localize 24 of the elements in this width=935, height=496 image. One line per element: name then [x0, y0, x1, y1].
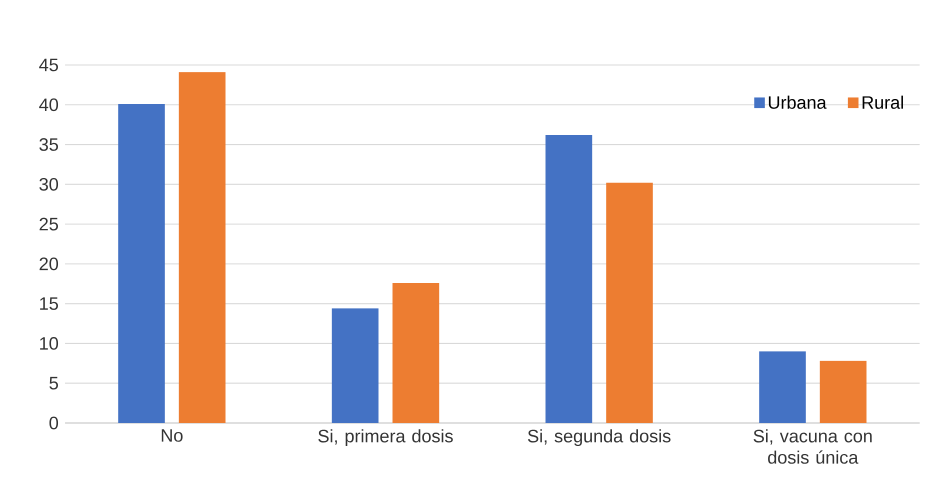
x-tick-label: Si, primera dosis [318, 429, 453, 446]
legend-label: Urbana [768, 96, 827, 109]
bar [606, 182, 653, 423]
y-tick-label: 35 [39, 138, 58, 151]
y-tick-label: 10 [40, 337, 58, 350]
bar [178, 72, 226, 423]
bar [118, 104, 165, 423]
y-tick-label: 30 [39, 178, 58, 191]
y-tick-label: 20 [40, 258, 58, 270]
y-tick-label: 15 [40, 297, 58, 310]
x-tick-label: No [162, 429, 183, 442]
bar [759, 351, 806, 423]
x-tick-label: Si, vacuna con dosis única [754, 429, 872, 464]
y-tick-label: 45 [39, 58, 58, 72]
legend-label: Rural [862, 96, 903, 109]
y-tick-label: 0 [49, 416, 58, 430]
x-tick-label: Si, segunda dosis [528, 429, 671, 446]
y-tick-label: 5 [49, 376, 58, 390]
bar [546, 135, 592, 423]
bar [820, 360, 866, 423]
y-tick-label: 40 [39, 98, 58, 112]
bar [332, 308, 379, 423]
bar [392, 282, 440, 423]
y-tick-label: 25 [40, 218, 58, 230]
